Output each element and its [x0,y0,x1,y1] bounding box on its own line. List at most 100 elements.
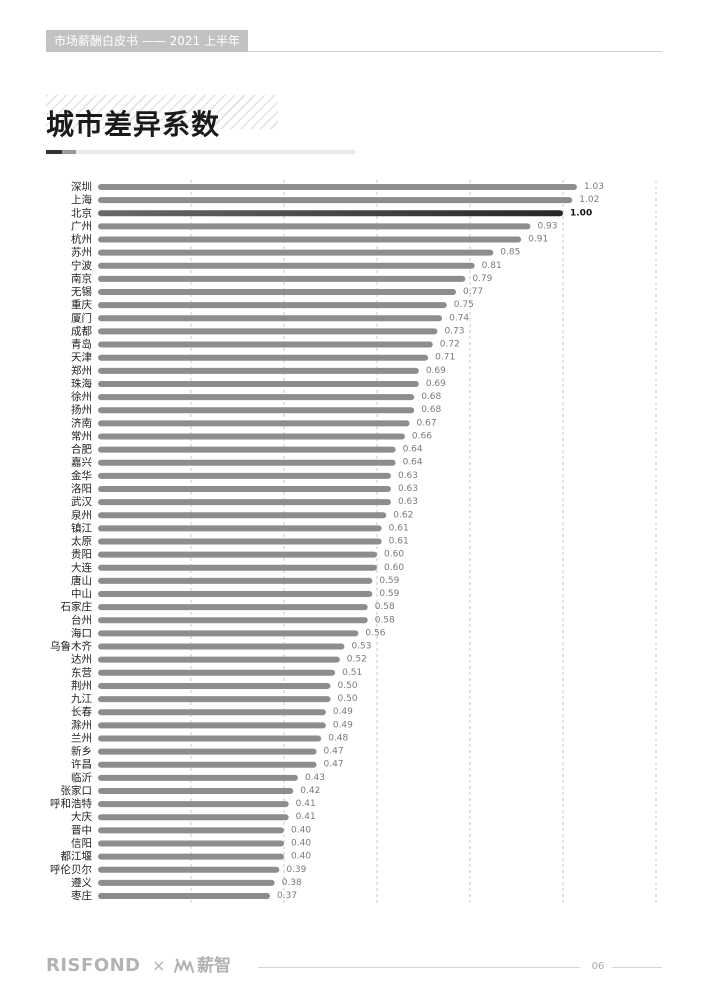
city-bar-26 [98,512,387,519]
city-bar-36 [98,643,345,650]
value-label-26: 0.62 [393,510,413,520]
value-label-46: 0.43 [305,773,325,783]
value-label-18: 0.68 [421,405,441,415]
city-bar-18 [98,407,415,414]
value-label-38: 0.51 [342,668,362,678]
city-bar-24 [98,485,391,492]
city-bar-38 [98,669,336,676]
value-label-32: 0.59 [379,589,399,599]
city-label-16: 珠海 [71,377,92,390]
brand-separator: × [152,956,166,975]
city-label-2: 上海 [71,193,92,206]
city-bar-41 [98,709,326,716]
city-label-43: 兰州 [71,731,92,744]
value-label-7: 0.81 [482,261,502,271]
city-bar-49 [98,814,289,821]
city-label-33: 石家庄 [61,600,93,613]
header-divider [248,51,662,52]
value-label-25: 0.63 [398,497,418,507]
city-label-25: 武汉 [71,495,92,508]
labels: 深圳 1.03 上海 1.02 北京 1.00 广州 0.93 杭州 0.91 苏州 0.85 宁波 0.… [50,181,604,902]
city-label-29: 贵阳 [71,548,92,561]
city-label-14: 天津 [71,352,92,364]
city-bar-6 [98,249,494,256]
city-label-40: 九江 [71,693,92,705]
city-label-17: 徐州 [71,390,92,403]
city-label-26: 泉州 [71,508,92,521]
city-label-52: 都江堰 [61,851,93,863]
value-label-12: 0.73 [444,326,464,336]
city-bar-20 [98,433,405,440]
city-bar-37 [98,656,340,663]
xinzhi-logo-icon [174,958,194,973]
value-label-29: 0.60 [384,550,404,560]
value-label-19: 0.67 [417,418,437,428]
city-label-54: 遵义 [71,876,92,889]
value-label-1: 1.03 [584,182,604,192]
city-bar-12 [98,328,438,335]
page-title: 城市差异系数 [46,108,221,141]
footer-divider-right [612,967,662,968]
city-bar-4 [98,223,531,230]
value-label-45: 0.47 [324,760,344,770]
city-bar-52 [98,853,284,860]
city-label-50: 晋中 [71,823,92,836]
city-bar-47 [98,787,294,794]
city-label-35: 海口 [71,626,92,639]
page-number: 06 [591,961,605,972]
city-label-39: 荆州 [71,679,92,692]
value-label-17: 0.68 [421,392,441,402]
city-label-6: 苏州 [71,246,92,259]
city-bar-42 [98,722,326,729]
value-label-14: 0.71 [435,353,455,363]
city-bar-32 [98,591,373,598]
city-bar-17 [98,394,415,401]
city-bar-1 [98,184,577,190]
value-label-54: 0.38 [282,878,302,888]
city-label-45: 许昌 [71,758,92,771]
city-bar-28 [98,538,382,545]
bars [98,184,577,900]
city-bar-23 [98,472,391,479]
value-label-5: 0.91 [528,235,548,245]
value-label-24: 0.63 [398,484,418,494]
city-label-1: 深圳 [71,181,92,193]
city-label-22: 嘉兴 [71,456,92,469]
value-label-30: 0.60 [384,563,404,573]
city-bar-5 [98,236,522,243]
value-label-34: 0.58 [375,615,395,625]
city-label-3: 北京 [71,206,92,219]
city-bar-35 [98,630,359,637]
city-bar-10 [98,302,447,309]
city-bar-53 [98,866,280,873]
city-label-41: 长春 [71,706,92,718]
value-label-47: 0.42 [300,786,320,796]
value-label-16: 0.69 [426,379,446,389]
city-label-46: 临沂 [71,771,92,784]
city-label-15: 郑州 [71,364,92,377]
city-bar-50 [98,827,284,834]
value-label-51: 0.40 [291,839,311,849]
value-label-6: 0.85 [500,248,520,258]
value-label-43: 0.48 [328,733,348,743]
city-label-48: 呼和浩特 [50,798,92,810]
city-bar-54 [98,879,275,886]
city-bar-48 [98,801,289,808]
title-hatch-decoration [46,95,278,129]
footer-divider-left [258,967,580,968]
city-label-38: 东营 [71,666,92,679]
city-label-51: 信阳 [71,838,92,850]
value-label-10: 0.75 [454,300,474,310]
city-bar-51 [98,840,284,847]
value-label-11: 0.74 [449,313,469,323]
city-label-31: 唐山 [71,574,92,587]
report-header-label: 市场薪酬白皮书 —— 2021 上半年 [46,30,248,52]
city-bar-46 [98,774,298,781]
city-bar-25 [98,499,391,506]
value-label-36: 0.53 [351,642,371,652]
city-bar-29 [98,551,377,558]
city-bar-55 [98,893,271,900]
xinzhi-brand-name: 薪智 [197,956,231,976]
city-bar-21 [98,446,396,453]
value-label-40: 0.50 [338,694,358,704]
